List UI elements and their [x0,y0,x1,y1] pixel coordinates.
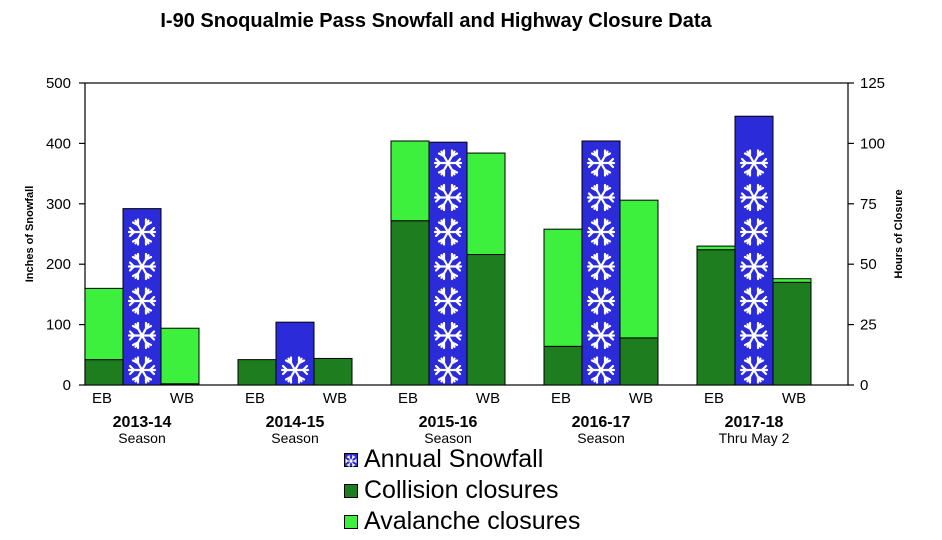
legend-item-snowfall: Annual Snowfall [344,444,580,475]
season-sublabel: Season [577,430,624,446]
left-axis-tick-label: 0 [63,377,71,394]
direction-label-eb: EB [704,390,724,407]
season-label: 2015-16 [419,414,478,431]
snowfall-bar [275,321,315,386]
avalanche-bar-eb [696,245,736,251]
avalanche-bar-eb [84,287,124,361]
collision-bar-eb [696,249,736,386]
legend: Annual Snowfall Collision closures Avala… [344,444,580,537]
direction-label-wb: WB [170,390,194,407]
legend-swatch-collision [344,483,358,498]
legend-label-snowfall: Annual Snowfall [364,445,544,473]
avalanche-bar-eb [390,140,430,222]
direction-label-eb: EB [551,390,571,407]
avalanche-bar-wb [619,199,659,339]
avalanche-bar-eb [543,228,583,347]
legend-swatch-snowfall [344,452,358,467]
legend-label-avalanche: Avalanche closures [364,507,581,535]
legend-item-collision: Collision closures [344,475,580,506]
snowfall-bar [428,141,468,386]
snowfall-bar [122,208,162,386]
right-axis-tick-label: 100 [860,135,885,152]
left-axis-tick-label: 400 [46,135,71,152]
season-label: 2014-15 [266,414,325,431]
direction-label-wb: WB [782,390,806,407]
season-sublabel: Thru May 2 [719,430,790,446]
direction-label-eb: EB [92,390,112,407]
snowflake-icon [344,454,358,467]
collision-bar-wb [466,254,506,386]
season-label: 2016-17 [572,414,631,431]
right-axis-tick-label: 25 [860,317,877,334]
season-sublabel: Season [271,430,318,446]
legend-swatch-avalanche [344,514,358,529]
left-axis-tick-label: 300 [46,196,71,213]
snowfall-bar [734,115,774,386]
avalanche-bar-wb [466,152,506,256]
left-axis-tick-label: 100 [46,317,71,334]
right-axis-tick-label: 75 [860,196,877,213]
left-axis-tick-label: 200 [46,256,71,273]
direction-label-eb: EB [245,390,265,407]
left-axis-title: Inches of Snowfall [24,186,36,283]
collision-bar-wb [619,337,659,386]
direction-label-wb: WB [629,390,653,407]
right-axis-tick-label: 125 [860,75,885,92]
season-sublabel: Season [118,430,165,446]
season-sublabel: Season [424,430,471,446]
collision-bar-eb [390,220,430,386]
collision-bar-wb [772,281,812,386]
season-label: 2013-14 [113,414,172,431]
legend-item-avalanche: Avalanche closures [344,506,580,537]
snowfall-bar [581,140,621,386]
right-axis-tick-label: 50 [860,256,877,273]
collision-bar-wb [313,357,353,386]
direction-label-eb: EB [398,390,418,407]
right-axis-tick-label: 0 [860,377,868,394]
season-label: 2017-18 [725,414,784,431]
direction-label-wb: WB [323,390,347,407]
collision-bar-eb [543,345,583,386]
right-axis-title: Hours of Closure [893,189,905,278]
chart-title: I-90 Snoqualmie Pass Snowfall and Highwa… [160,10,712,32]
left-axis-tick-label: 500 [46,75,71,92]
avalanche-bar-wb [160,327,200,385]
collision-bar-eb [237,359,277,386]
direction-label-wb: WB [476,390,500,407]
collision-bar-eb [84,359,124,386]
legend-label-collision: Collision closures [364,476,559,504]
avalanche-bar-wb [772,278,812,283]
